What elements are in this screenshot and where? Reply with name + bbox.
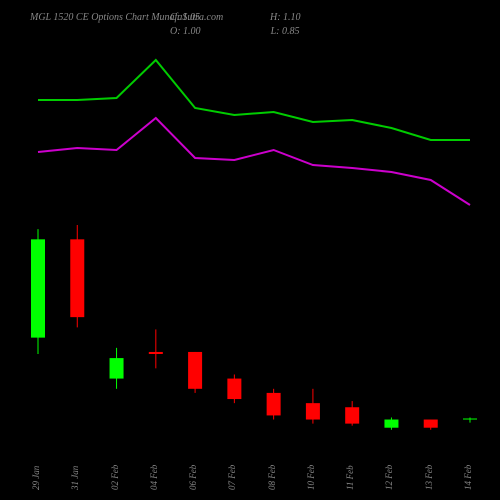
x-tick-label: 06 Feb <box>188 465 198 490</box>
x-tick-label: 13 Feb <box>424 465 434 490</box>
x-tick-label: 31 Jan <box>70 466 80 490</box>
x-tick-label: 12 Feb <box>384 465 394 490</box>
x-tick-label: 10 Feb <box>306 465 316 490</box>
candle-body <box>188 352 202 389</box>
chart-container: MGL 1520 CE Options Chart Munafa​Sutra.c… <box>0 0 500 500</box>
x-tick-label: 02 Feb <box>110 465 120 490</box>
candle-body <box>463 419 477 420</box>
candle-body <box>267 393 281 416</box>
candle-body <box>31 239 45 337</box>
x-tick-label: 07 Feb <box>227 465 237 490</box>
chart-svg <box>0 0 500 500</box>
candle-body <box>149 352 163 354</box>
candle-body <box>227 379 241 399</box>
candle-body <box>345 407 359 423</box>
x-tick-label: 04 Feb <box>149 465 159 490</box>
x-tick-label: 11 Feb <box>345 465 355 490</box>
candle-body <box>70 239 84 317</box>
candle-body <box>306 403 320 419</box>
x-axis-labels: 29 Jan 31 Jan 02 Feb 04 Feb 06 Feb 07 Feb 08 F… <box>0 440 500 490</box>
x-tick-label: 29 Jan <box>31 466 41 490</box>
candle-body <box>110 358 124 378</box>
line-series <box>38 118 470 205</box>
line-series <box>38 60 470 140</box>
candle-body <box>384 420 398 428</box>
candle-body <box>424 420 438 428</box>
x-tick-label: 08 Feb <box>267 465 277 490</box>
x-tick-label: 14 Feb <box>463 465 473 490</box>
